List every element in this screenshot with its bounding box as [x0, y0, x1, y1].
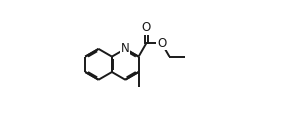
Text: O: O: [142, 21, 151, 34]
Text: N: N: [121, 42, 130, 55]
Text: O: O: [157, 37, 166, 50]
